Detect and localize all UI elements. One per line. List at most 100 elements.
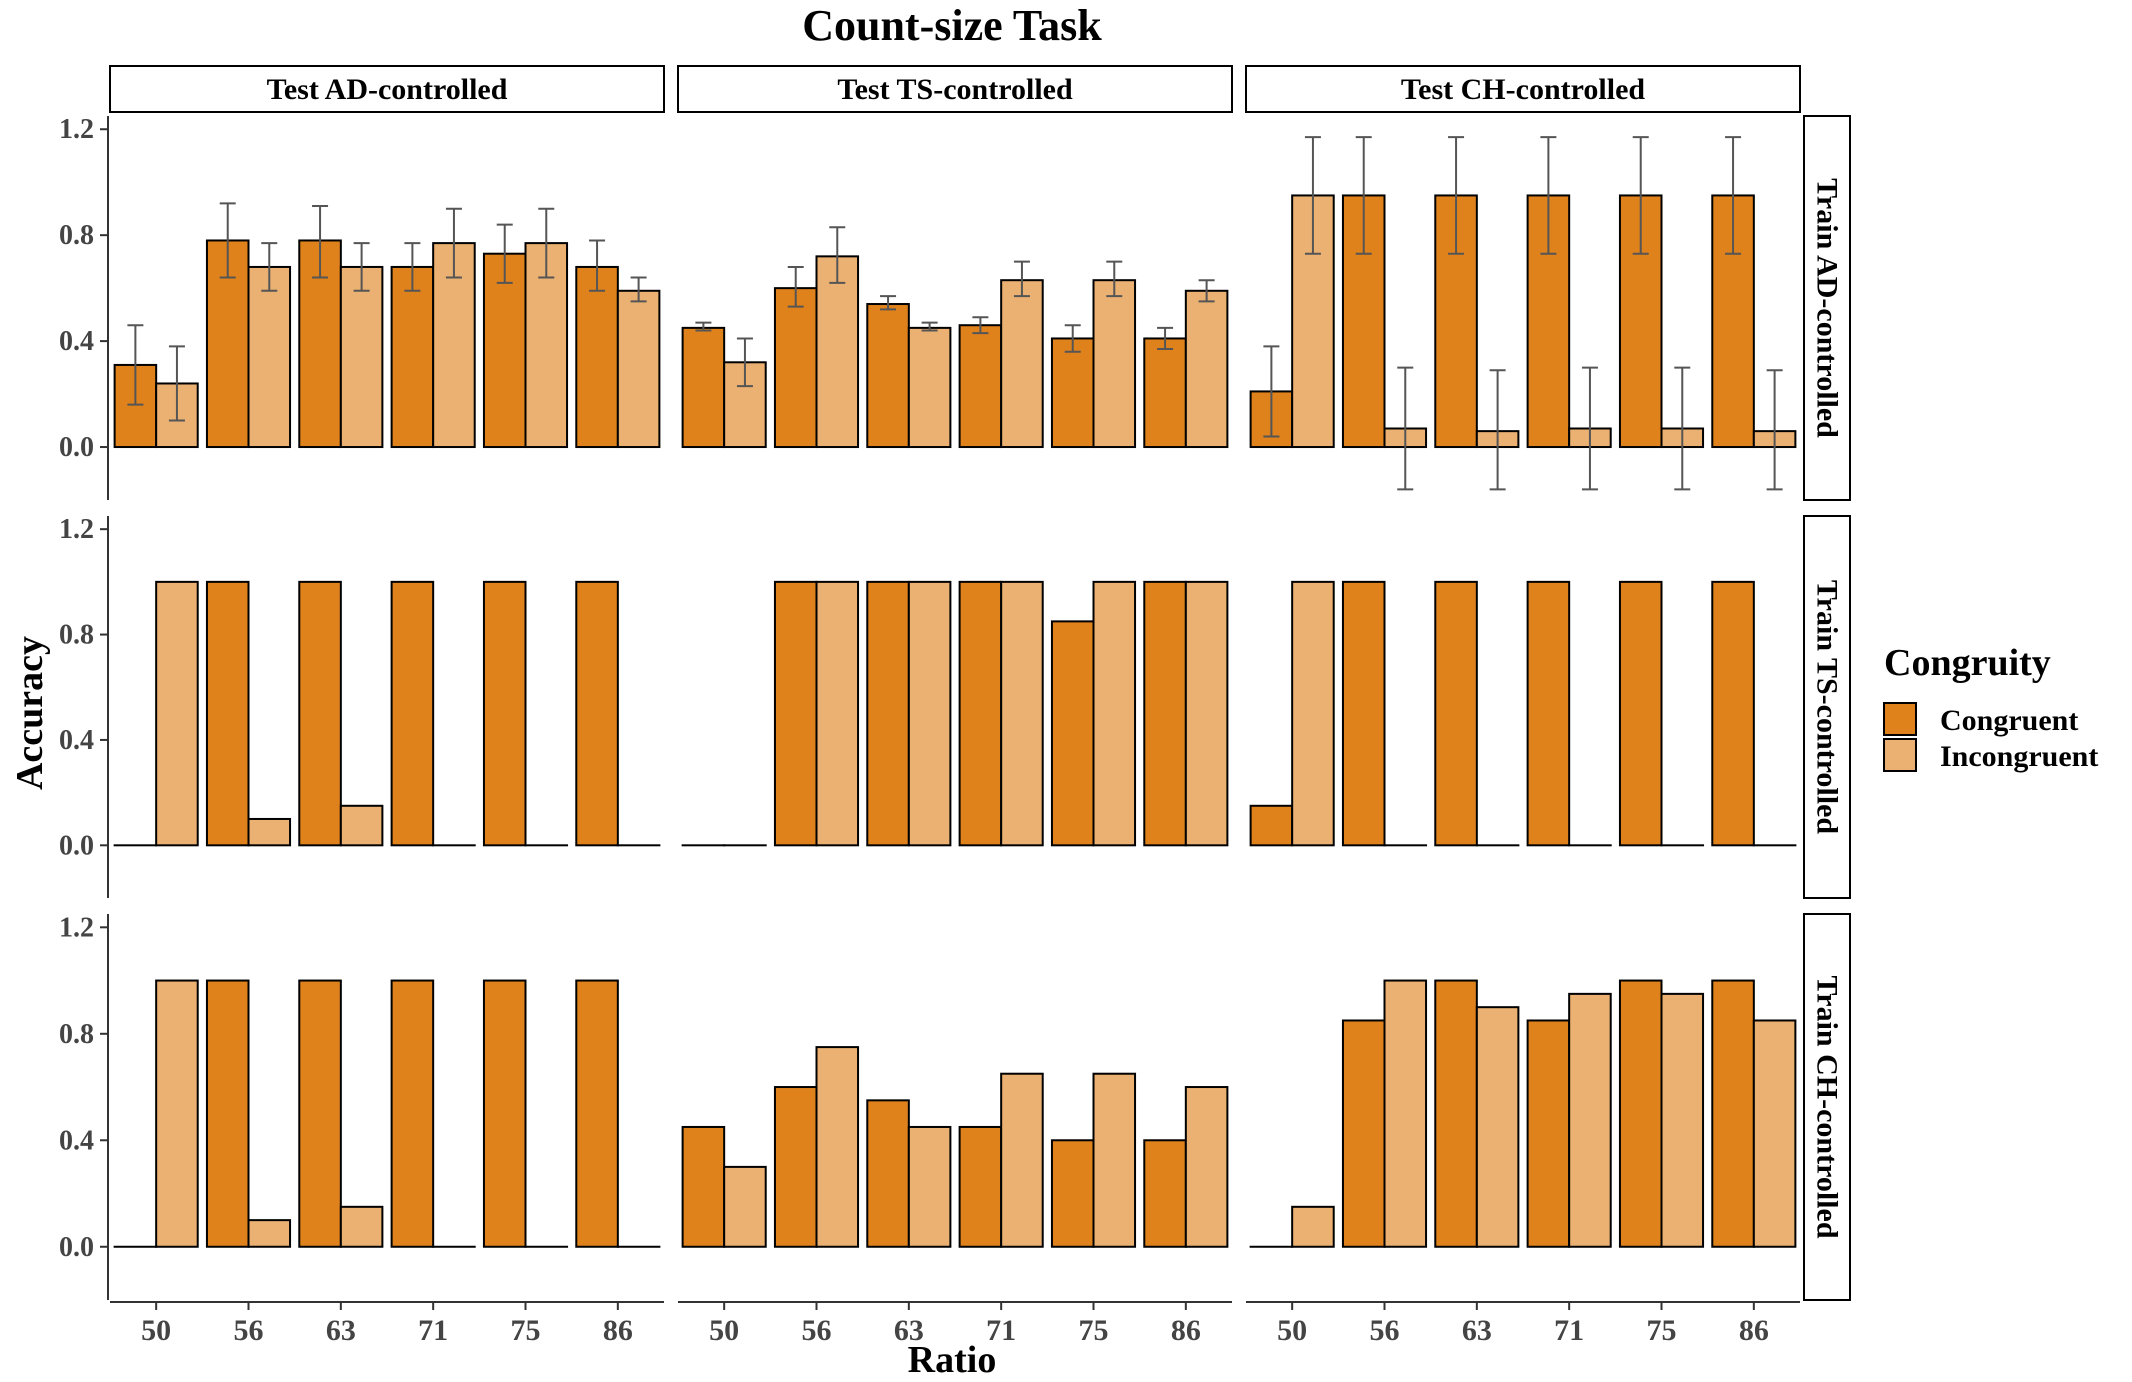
bar-incongruent-71 — [1000, 1072, 1044, 1248]
error-bar-incongruent-86 — [630, 276, 647, 303]
y-tick-label: 0.0 — [59, 830, 94, 861]
x-tick-label: 75 — [511, 1314, 541, 1347]
x-tick-label: 71 — [1554, 1314, 1584, 1347]
bar-incongruent-56 — [247, 817, 292, 847]
y-tick-label: 0.4 — [59, 1125, 94, 1156]
x-axis-label: Ratio — [908, 1339, 997, 1381]
x-tick-label: 56 — [802, 1314, 832, 1347]
error-bar-congruent-63 — [880, 295, 897, 311]
strip-test-ts-controlled — [677, 65, 1233, 113]
bar-congruent-63 — [1434, 979, 1478, 1248]
strip-label-test-ts-controlled: Test TS-controlled — [837, 73, 1073, 106]
bar-congruent-75 — [482, 979, 527, 1248]
x-tick-label: 71 — [418, 1314, 448, 1347]
error-bar-incongruent-86 — [1198, 279, 1215, 303]
bar-incongruent-56 — [815, 1046, 860, 1248]
bar-congruent-75 — [482, 580, 527, 847]
bar-congruent-71 — [1526, 580, 1571, 847]
error-bar-incongruent-63 — [1489, 369, 1506, 491]
y-axis-label: Accuracy — [9, 636, 51, 790]
bar-congruent-75 — [1050, 1139, 1095, 1248]
bar-congruent-86 — [1143, 337, 1187, 449]
bar-incongruent-50 — [1291, 580, 1335, 847]
y-tick-label: 0.8 — [59, 1019, 94, 1050]
x-tick-label: 56 — [234, 1314, 264, 1347]
y-tick-label: 1.2 — [59, 114, 94, 145]
bar-incongruent-56 — [815, 255, 860, 449]
error-bar-congruent-71 — [404, 242, 421, 292]
bar-congruent-50 — [1249, 804, 1294, 847]
bar-incongruent-86 — [1752, 1019, 1797, 1248]
x-tick-label: 86 — [1171, 1314, 1201, 1347]
panel-train-ad-controlled-test-ts-controlled — [681, 226, 1229, 449]
x-tick-label: 63 — [894, 1314, 924, 1347]
bar-congruent-86 — [575, 580, 619, 847]
bar-congruent-75 — [1050, 337, 1095, 449]
error-bar-congruent-50 — [1263, 345, 1280, 438]
error-bar-congruent-56 — [219, 202, 236, 279]
bar-incongruent-75 — [1660, 992, 1705, 1248]
error-bar-congruent-63 — [312, 205, 329, 279]
bar-incongruent-86 — [616, 289, 661, 449]
bar-congruent-63 — [1434, 580, 1478, 847]
error-bar-incongruent-71 — [445, 207, 462, 279]
y-tick-label: 0.4 — [59, 725, 94, 756]
legend-swatch-incongruent — [1883, 738, 1917, 772]
bar-incongruent-63 — [339, 265, 384, 449]
bar-congruent-71 — [958, 1125, 1003, 1248]
bar-congruent-75 — [1618, 580, 1663, 847]
bar-incongruent-71 — [1000, 279, 1044, 449]
y-tick-label: 0.8 — [59, 220, 94, 251]
error-bar-incongruent-56 — [829, 226, 846, 284]
bar-incongruent-86 — [1184, 1086, 1229, 1248]
bar-congruent-86 — [1143, 1139, 1187, 1248]
bar-incongruent-75 — [1092, 279, 1137, 449]
legend-title: Congruity — [1884, 642, 2051, 684]
strip-label-test-ad-controlled: Test AD-controlled — [267, 73, 508, 106]
panel-train-ts-controlled-test-ad-controlled: 0.0 0.4 0.8 1.2 — [59, 514, 661, 898]
strip-train-ch-controlled — [1803, 913, 1851, 1301]
bar-congruent-63 — [866, 580, 910, 847]
y-tick-label: 0.4 — [59, 326, 94, 357]
bar-congruent-63 — [298, 979, 342, 1248]
error-bar-congruent-63 — [1448, 136, 1465, 255]
bar-incongruent-50 — [1291, 1205, 1335, 1248]
strip-test-ch-controlled — [1245, 65, 1801, 113]
bar-congruent-86 — [1711, 580, 1755, 847]
bar-congruent-71 — [1526, 1019, 1571, 1248]
panel-train-ts-controlled-test-ts-controlled — [681, 580, 1229, 847]
bar-incongruent-50 — [155, 979, 199, 1248]
bar-incongruent-56 — [247, 265, 292, 449]
bar-congruent-56 — [205, 979, 250, 1248]
x-tick-label: 50 — [709, 1314, 739, 1347]
bar-congruent-71 — [958, 324, 1003, 449]
x-tick-label: 56 — [1370, 1314, 1400, 1347]
bar-incongruent-50 — [723, 1165, 767, 1248]
bar-incongruent-63 — [907, 580, 952, 847]
error-bar-incongruent-63 — [353, 242, 370, 292]
error-bar-congruent-75 — [496, 223, 513, 284]
error-bar-incongruent-71 — [1581, 366, 1598, 491]
x-tick-label: 75 — [1079, 1314, 1109, 1347]
bar-congruent-50 — [681, 326, 726, 449]
error-bar-congruent-75 — [1632, 136, 1649, 255]
bar-congruent-86 — [1143, 580, 1187, 847]
strip-test-ad-controlled — [109, 65, 665, 113]
bar-congruent-63 — [298, 580, 342, 847]
error-bar-congruent-50 — [127, 324, 144, 406]
bar-incongruent-56 — [815, 580, 860, 847]
legend-swatch-congruent — [1883, 702, 1917, 736]
error-bar-incongruent-56 — [261, 242, 278, 292]
x-tick-label: 63 — [1462, 1314, 1492, 1347]
error-bar-congruent-56 — [1355, 136, 1372, 255]
error-bar-congruent-56 — [787, 265, 804, 308]
error-bar-congruent-86 — [589, 239, 606, 292]
bar-incongruent-56 — [1383, 979, 1428, 1248]
panel-train-ts-controlled-test-ch-controlled — [1249, 580, 1797, 847]
panel-train-ch-controlled-test-ch-controlled: 50 56 63 71 75 86 — [1246, 979, 1800, 1347]
bar-congruent-56 — [1341, 580, 1386, 847]
error-bar-incongruent-71 — [1013, 260, 1030, 298]
strip-train-ts-controlled — [1803, 515, 1851, 899]
bar-congruent-86 — [1711, 979, 1755, 1248]
